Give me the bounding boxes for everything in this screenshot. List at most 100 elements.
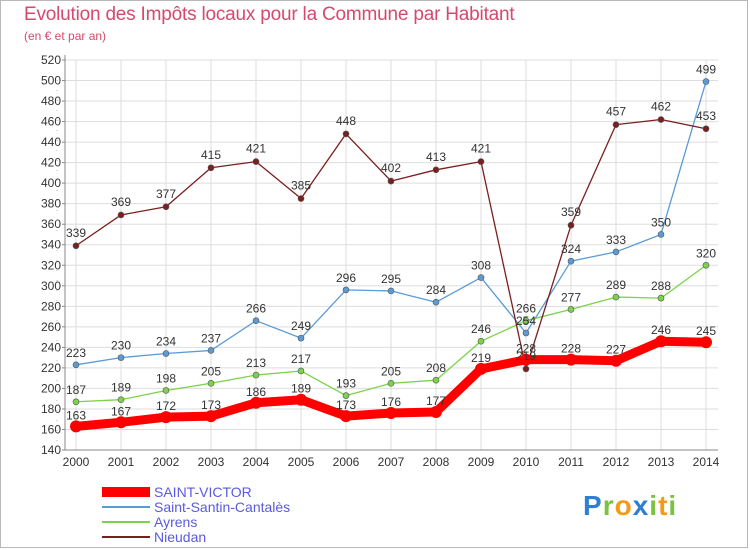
y-tick-label: 160: [41, 422, 61, 436]
data-label-ayrens: 198: [156, 371, 176, 385]
data-point-saint-victor: [475, 362, 487, 375]
data-label-ayrens: 289: [606, 278, 626, 292]
data-point-nieudan: [162, 203, 170, 211]
data-label-ayrens: 205: [201, 364, 221, 378]
data-point-saint-victor: [70, 420, 82, 433]
data-point-nieudan: [72, 242, 80, 250]
data-label-saint-victor: 227: [606, 343, 626, 357]
brand-letter: i: [649, 490, 659, 521]
data-point-nieudan: [522, 365, 530, 373]
data-point-nieudan: [477, 158, 485, 165]
brand-letter: r: [602, 490, 615, 521]
y-tick-label: 460: [41, 115, 61, 129]
legend-label: Nieudan: [154, 529, 207, 545]
y-tick-label: 140: [41, 443, 61, 457]
data-label-saint-victor: 167: [111, 404, 131, 418]
data-point-saint-santin-cantal-s: [702, 78, 710, 85]
x-tick-label: 2002: [153, 455, 180, 469]
x-tick-label: 2007: [378, 455, 405, 469]
data-point-saint-victor: [610, 354, 622, 367]
data-label-saint-santin-cantal-s: 284: [426, 283, 446, 297]
brand-logo: Proxiti: [583, 490, 677, 522]
x-tick-label: 2011: [558, 455, 584, 469]
data-point-saint-victor: [205, 410, 217, 423]
data-label-ayrens: 213: [246, 356, 266, 370]
data-point-nieudan: [297, 195, 305, 202]
data-label-nieudan: 462: [651, 100, 671, 114]
data-label-saint-victor: 163: [66, 408, 86, 422]
data-point-saint-victor: [565, 353, 577, 366]
data-point-saint-victor: [340, 410, 352, 423]
data-point-saint-victor: [520, 353, 532, 366]
data-label-saint-victor: 189: [291, 382, 311, 396]
brand-letter: x: [632, 490, 650, 521]
y-tick-label: 200: [41, 381, 61, 395]
data-point-ayrens: [72, 398, 80, 406]
x-tick-label: 2004: [243, 455, 270, 469]
data-label-saint-victor: 219: [471, 351, 491, 365]
data-label-saint-victor: 173: [336, 398, 356, 412]
data-label-nieudan: 421: [246, 142, 266, 156]
y-tick-label: 500: [41, 74, 61, 88]
y-tick-label: 320: [41, 258, 61, 272]
x-tick-label: 2000: [63, 455, 90, 469]
legend-label: Ayrens: [154, 514, 198, 530]
data-point-ayrens: [477, 337, 485, 345]
data-labels: 223 230 234 237 266 249 296 295 284 308 254 324 333 3…: [66, 63, 716, 423]
data-label-saint-santin-cantal-s: 266: [246, 302, 266, 316]
data-label-saint-santin-cantal-s: 223: [66, 346, 86, 360]
data-label-nieudan: 457: [606, 105, 626, 119]
data-point-nieudan: [702, 125, 710, 133]
data-point-nieudan: [657, 116, 665, 123]
data-label-ayrens: 288: [651, 279, 671, 293]
data-label-nieudan: 219: [516, 349, 536, 363]
data-point-ayrens: [432, 376, 440, 384]
data-label-saint-santin-cantal-s: 308: [471, 259, 491, 273]
data-label-ayrens: 193: [336, 377, 356, 391]
x-tick-label: 2014: [693, 455, 720, 469]
legend-swatch: [102, 506, 150, 508]
data-label-saint-santin-cantal-s: 499: [696, 63, 716, 77]
data-point-ayrens: [522, 317, 530, 324]
data-label-ayrens: 205: [381, 364, 401, 378]
y-tick-label: 440: [41, 135, 61, 149]
data-label-saint-victor: 177: [426, 394, 446, 408]
data-point-saint-santin-cantal-s: [432, 298, 440, 306]
data-point-saint-santin-cantal-s: [342, 286, 350, 294]
x-tick-label: 2008: [423, 455, 450, 469]
data-point-saint-santin-cantal-s: [207, 347, 215, 354]
data-label-nieudan: 369: [111, 195, 131, 209]
data-point-saint-santin-cantal-s: [252, 317, 260, 324]
data-point-saint-santin-cantal-s: [117, 354, 125, 361]
data-label-ayrens: 266: [516, 302, 536, 316]
data-label-nieudan: 413: [426, 150, 446, 164]
y-tick-label: 380: [41, 197, 61, 211]
data-point-ayrens: [387, 379, 395, 387]
legend-label: SAINT-VICTOR: [154, 484, 252, 500]
legend-swatch: [102, 487, 150, 497]
data-label-saint-victor: 245: [696, 324, 716, 338]
data-label-saint-victor: 246: [651, 323, 671, 337]
data-label-ayrens: 208: [426, 361, 446, 375]
data-point-nieudan: [567, 221, 575, 229]
legend-label: Saint-Santin-Cantalès: [154, 499, 291, 515]
data-point-nieudan: [252, 158, 260, 165]
x-tick-label: 2006: [333, 455, 360, 469]
data-point-ayrens: [657, 294, 665, 302]
y-tick-label: 180: [41, 402, 61, 416]
data-point-ayrens: [117, 396, 125, 404]
data-point-nieudan: [117, 211, 125, 219]
y-tick-label: 360: [41, 217, 61, 231]
y-tick-label: 260: [41, 320, 61, 334]
data-point-ayrens: [567, 306, 575, 313]
data-label-saint-santin-cantal-s: 254: [516, 314, 536, 328]
data-point-saint-santin-cantal-s: [657, 231, 665, 238]
data-label-saint-victor: 176: [381, 395, 401, 409]
x-tick-label: 2012: [603, 455, 630, 469]
data-point-saint-victor: [700, 336, 712, 349]
data-label-saint-santin-cantal-s: 324: [561, 242, 581, 256]
data-point-nieudan: [612, 121, 620, 128]
legend-swatch: [102, 536, 150, 538]
data-label-nieudan: 402: [381, 161, 401, 175]
